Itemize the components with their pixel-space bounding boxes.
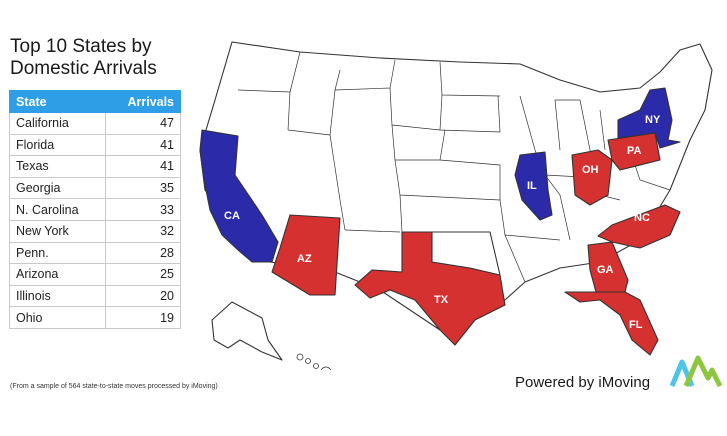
label-ga: GA: [597, 264, 614, 276]
arrivals-column-header: Arrivals: [104, 90, 182, 113]
table-row: Arizona 25: [9, 263, 182, 286]
state-fl: [564, 291, 659, 356]
arrivals-table: State Arrivals California 47 Florida 41 Te…: [9, 90, 182, 329]
map-title: Top 10 States by Domestic Arrivals: [10, 36, 157, 79]
state-cell: Texas: [9, 155, 106, 178]
label-ny: NY: [645, 114, 661, 126]
state-cell: California: [9, 112, 106, 135]
table-row: Illinois 20: [9, 284, 182, 308]
us-map: CA AZ TX GA FL NC OH PA NY IL: [199, 41, 713, 370]
imoving-logo-icon: [669, 355, 723, 388]
state-cell: New York: [9, 219, 106, 243]
label-il: IL: [527, 180, 537, 192]
powered-by-text: Powered by iMoving: [515, 374, 651, 391]
label-oh: OH: [582, 164, 599, 176]
label-nc: NC: [634, 212, 650, 224]
state-cell: Arizona: [9, 263, 106, 286]
table-row: N. Carolina 33: [9, 198, 182, 221]
table-row: Texas 41: [9, 155, 182, 178]
arrivals-cell: 20: [104, 284, 182, 308]
arrivals-cell: 25: [104, 263, 182, 286]
label-ca: CA: [224, 210, 240, 222]
arrivals-cell: 32: [104, 219, 182, 243]
state-az: [271, 214, 341, 296]
table-row: Ohio 19: [9, 306, 182, 329]
state-cell: Florida: [9, 133, 106, 157]
label-pa: PA: [627, 145, 642, 157]
arrivals-cell: 33: [104, 198, 182, 221]
arrivals-cell: 28: [104, 241, 182, 265]
table-row: Florida 41: [9, 133, 182, 157]
arrivals-cell: 19: [104, 306, 182, 329]
state-oh: [571, 149, 613, 206]
table-header-row: State Arrivals: [9, 90, 182, 113]
arrivals-cell: 41: [104, 133, 182, 157]
table-row: Georgia 35: [9, 176, 182, 200]
arrivals-cell: 35: [104, 176, 182, 200]
state-cell: Illinois: [9, 284, 106, 308]
state-ak: [211, 301, 283, 361]
footnote: (From a sample of 564 state-to-state mov…: [10, 383, 218, 390]
label-tx: TX: [434, 294, 449, 306]
label-az: AZ: [297, 253, 312, 265]
arrivals-cell: 41: [104, 155, 182, 178]
state-nc: [597, 204, 681, 249]
state-cell: N. Carolina: [9, 198, 106, 221]
arrivals-cell: 47: [104, 112, 182, 135]
table-row: California 47: [9, 112, 182, 135]
table-row: Penn. 28: [9, 241, 182, 265]
state-hi: [296, 353, 332, 370]
state-cell: Georgia: [9, 176, 106, 200]
state-ny: [617, 87, 681, 149]
state-ca: [199, 129, 279, 263]
state-cell: Ohio: [9, 306, 106, 329]
state-cell: Penn.: [9, 241, 106, 265]
label-fl: FL: [629, 319, 643, 331]
state-column-header: State: [9, 90, 106, 113]
state-ok-gap: [431, 231, 501, 276]
table-row: New York 32: [9, 219, 182, 243]
state-il: [514, 151, 553, 221]
